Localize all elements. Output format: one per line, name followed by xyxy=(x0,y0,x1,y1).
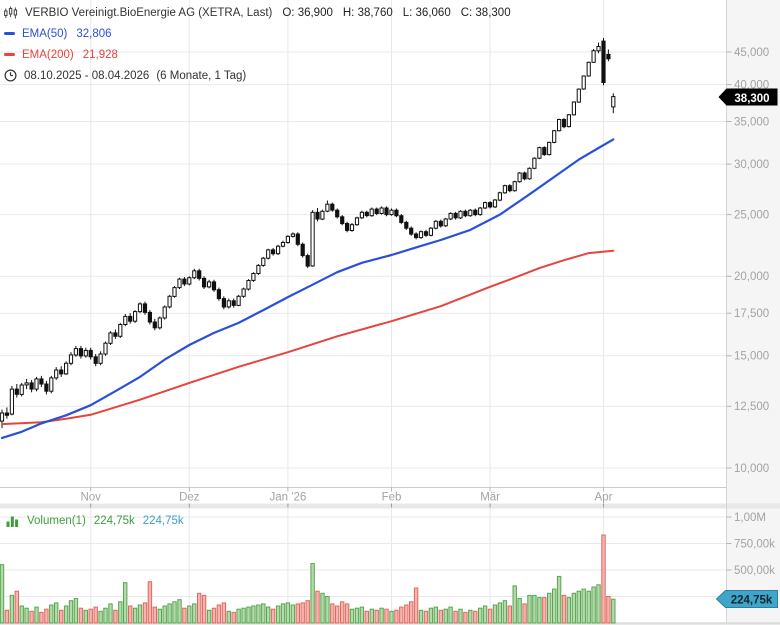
ema200-value: 21,928 xyxy=(82,48,118,61)
date-range: 08.10.2025 - 08.04.2026 xyxy=(24,69,150,82)
axis-tags: 38,300 224,75k xyxy=(715,88,778,608)
svg-text:35,000: 35,000 xyxy=(734,116,769,128)
ema50-line-swatch xyxy=(4,32,15,35)
volume-legend[interactable]: Volumen(1) 224,75k 224,75k xyxy=(6,514,184,528)
volume-label: Volumen(1) xyxy=(27,515,86,527)
svg-text:15,000: 15,000 xyxy=(734,351,769,363)
svg-text:500,00k: 500,00k xyxy=(734,565,775,577)
last-volume-tag xyxy=(715,590,778,608)
svg-text:30,000: 30,000 xyxy=(734,159,769,171)
ohlc-open: O: 36,900 xyxy=(282,6,333,19)
volume-value-last: 224,75k xyxy=(142,515,184,527)
candlestick-icon xyxy=(4,6,18,18)
ema200-line-swatch xyxy=(4,53,15,56)
ema50-legend[interactable]: EMA(50) 32,806 xyxy=(4,25,511,42)
ema50-label: EMA(50) xyxy=(22,27,68,40)
svg-text:12,500: 12,500 xyxy=(734,401,769,413)
ohlc-close: C: 38,300 xyxy=(460,6,511,19)
svg-text:1,00M: 1,00M xyxy=(734,512,766,524)
clock-icon xyxy=(4,69,17,82)
instrument-name: VERBIO Vereinigt.BioEnergie AG (XETRA, L… xyxy=(25,6,273,19)
svg-text:25,000: 25,000 xyxy=(734,210,769,222)
svg-text:20,000: 20,000 xyxy=(734,271,769,283)
last-volume-tag-value: 224,75k xyxy=(731,595,773,607)
ema200-legend[interactable]: EMA(200) 21,928 xyxy=(4,46,511,63)
ohlc-low: L: 36,060 xyxy=(402,6,451,19)
volume-bars-icon xyxy=(6,516,19,527)
svg-text:Feb: Feb xyxy=(382,492,402,504)
ema50-value: 32,806 xyxy=(76,27,112,40)
svg-text:10,000: 10,000 xyxy=(734,463,769,475)
svg-text:Dez: Dez xyxy=(179,492,200,504)
period-info: (6 Monate, 1 Tag) xyxy=(156,69,247,82)
ohlc-high: H: 38,760 xyxy=(342,6,393,19)
candles xyxy=(0,37,616,429)
last-price-tag xyxy=(718,88,778,106)
svg-text:17,500: 17,500 xyxy=(734,308,769,320)
chart-legend: VERBIO Vereinigt.BioEnergie AG (XETRA, L… xyxy=(4,4,511,88)
ema200-line xyxy=(1,249,615,426)
volume-bars xyxy=(0,534,616,624)
svg-text:Apr: Apr xyxy=(595,492,613,504)
svg-text:45,000: 45,000 xyxy=(734,47,769,59)
volume-value-current: 224,75k xyxy=(93,515,135,527)
time-axis[interactable]: Nov Dez Jan '26 Feb Mär Apr xyxy=(80,487,613,508)
svg-text:750,00k: 750,00k xyxy=(734,538,775,550)
price-axis[interactable]: 45,00040,00035,00030,00025,00020,00017,5… xyxy=(726,47,776,577)
instrument-legend[interactable]: VERBIO Vereinigt.BioEnergie AG (XETRA, L… xyxy=(4,4,511,21)
svg-text:Nov: Nov xyxy=(80,492,101,504)
svg-text:Mär: Mär xyxy=(480,492,500,504)
ema200-label: EMA(200) xyxy=(22,48,74,61)
ema50-line xyxy=(0,138,615,439)
last-price-tag-value: 38,300 xyxy=(734,93,769,105)
svg-text:Jan '26: Jan '26 xyxy=(270,492,307,504)
timeframe-legend[interactable]: 08.10.2025 - 08.04.2026 (6 Monate, 1 Tag… xyxy=(4,67,511,84)
